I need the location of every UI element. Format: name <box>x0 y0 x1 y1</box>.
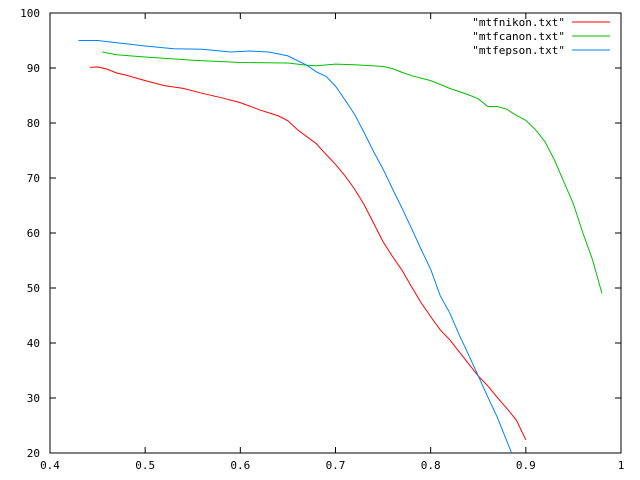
x-tick-label: 0.4 <box>40 459 60 472</box>
y-tick-label: 40 <box>27 337 40 350</box>
y-tick-label: 60 <box>27 227 40 240</box>
x-tick-label: 0.6 <box>230 459 250 472</box>
x-tick-label: 0.5 <box>135 459 155 472</box>
y-tick-label: 90 <box>27 62 40 75</box>
y-tick-label: 80 <box>27 117 40 130</box>
legend: "mtfnikon.txt""mtfcanon.txt""mtfepson.tx… <box>472 16 610 57</box>
x-tick-label: 0.7 <box>326 459 346 472</box>
y-tick-label: 20 <box>27 447 40 460</box>
legend-label-0: "mtfnikon.txt" <box>472 16 565 29</box>
x-tick-label: 0.9 <box>516 459 536 472</box>
axis-ticks: 0.4 0.5 0.6 0.7 0.8 0.9 1 20 30 40 50 60 70 80 90 100 <box>20 7 624 472</box>
plot-frame <box>49 12 622 454</box>
series-line-0 <box>89 66 527 441</box>
y-tick-label: 100 <box>20 7 40 20</box>
series-line-1 <box>102 51 603 294</box>
series-lines <box>78 40 603 454</box>
legend-label-2: "mtfepson.txt" <box>472 44 565 57</box>
y-tick-label: 70 <box>27 172 40 185</box>
legend-label-1: "mtfcanon.txt" <box>472 30 565 43</box>
y-tick-label: 30 <box>27 392 40 405</box>
x-tick-label: 0.8 <box>421 459 441 472</box>
series-line-2 <box>78 40 513 454</box>
x-tick-label: 1 <box>618 459 625 472</box>
y-tick-label: 50 <box>27 282 40 295</box>
